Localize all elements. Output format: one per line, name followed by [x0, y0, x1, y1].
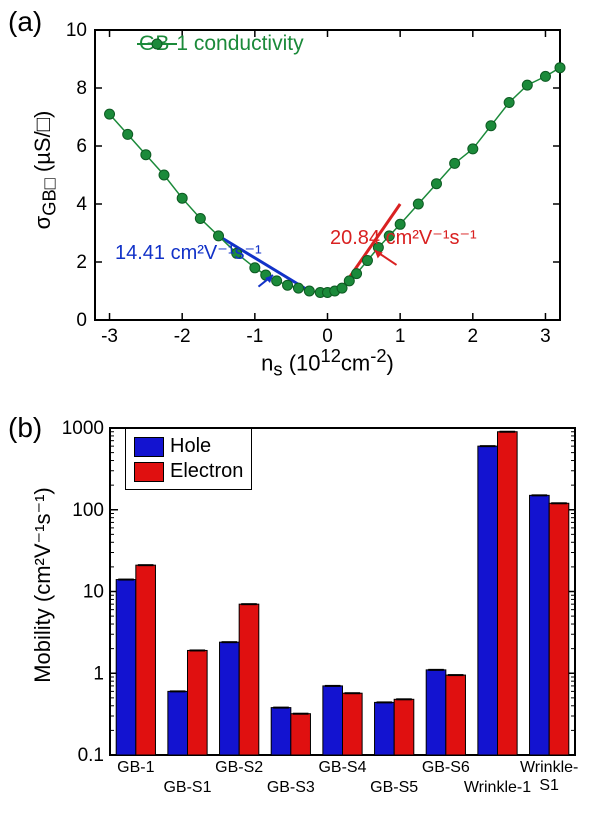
svg-text:2: 2: [76, 252, 87, 273]
panel-b-ylabel: Mobility (cm²V⁻¹s⁻¹): [30, 425, 56, 745]
svg-text:-2: -2: [174, 326, 191, 347]
svg-text:8: 8: [76, 78, 87, 99]
svg-text:-1: -1: [246, 326, 263, 347]
category-label: GB-S2: [201, 759, 277, 777]
legend-label-hole: Hole: [170, 435, 211, 458]
svg-text:4: 4: [76, 194, 87, 215]
svg-text:-3: -3: [101, 326, 118, 347]
category-label: GB-S1: [150, 779, 226, 797]
panel-a-svg: -3 -2 -1 0 1 2 3 0 2 4 6 8 10: [0, 0, 600, 400]
svg-text:3: 3: [540, 326, 551, 347]
legend-item-electron: Electron: [134, 460, 243, 483]
panel-b-legend: Hole Electron: [125, 428, 252, 490]
svg-text:10: 10: [66, 20, 87, 41]
legend-label-electron: Electron: [170, 460, 243, 483]
category-label: GB-S4: [305, 759, 381, 777]
category-label: GB-S3: [253, 779, 329, 797]
category-label: Wrinkle-S1: [511, 759, 587, 795]
category-label: GB-S5: [356, 779, 432, 797]
category-label: GB-S6: [408, 759, 484, 777]
panel-b: (b) 0.11101001000 Mobility (cm²V⁻¹s⁻¹) H…: [0, 410, 600, 830]
svg-text:6: 6: [76, 136, 87, 157]
legend-swatch-electron: [134, 462, 164, 482]
annotation-left: 14.41 cm²V⁻¹s⁻¹: [115, 240, 262, 265]
svg-text:1: 1: [93, 663, 104, 684]
legend-marker-line: [135, 36, 179, 52]
svg-text:0: 0: [76, 310, 87, 331]
svg-text:2: 2: [468, 326, 479, 347]
svg-text:1: 1: [395, 326, 406, 347]
panel-a-ylabel: σGB□ (µS/□): [30, 25, 60, 315]
svg-text:100: 100: [72, 500, 104, 521]
figure-container: (a) -3-2-101230246810 σGB□ (µS/□) ns (10…: [0, 0, 600, 830]
legend-item-hole: Hole: [134, 435, 243, 458]
svg-text:0: 0: [322, 326, 333, 347]
legend-swatch-hole: [134, 437, 164, 457]
panel-a-legend: GB-1 conductivity: [135, 32, 304, 56]
panel-a: (a) -3-2-101230246810 σGB□ (µS/□) ns (10…: [0, 0, 600, 400]
panel-b-svg: 0.11101001000: [0, 410, 600, 830]
annotation-right: 20.84 cm²V⁻¹s⁻¹: [330, 225, 477, 250]
panel-a-xlabel: ns (1012cm-2): [95, 345, 560, 381]
svg-text:10: 10: [83, 582, 104, 603]
svg-text:1000: 1000: [62, 418, 104, 439]
category-label: GB-1: [98, 759, 174, 777]
